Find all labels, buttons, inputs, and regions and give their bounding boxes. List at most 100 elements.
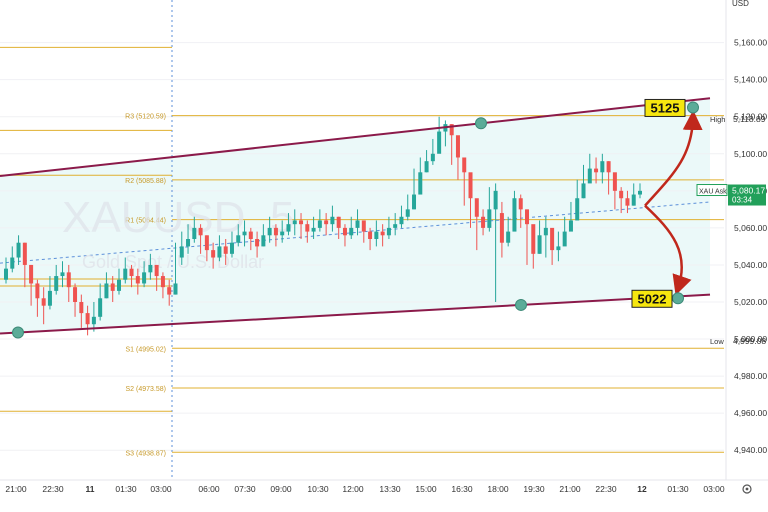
price-tick-label: 5,020.00 — [734, 297, 767, 307]
candle-body — [361, 220, 366, 232]
time-tick-label: 11 — [86, 484, 95, 494]
candle-body — [73, 287, 78, 302]
candle-body — [22, 242, 27, 265]
candle-body — [437, 131, 442, 154]
target-high-marker — [687, 101, 699, 114]
candle-body — [41, 298, 46, 306]
candle-body — [16, 242, 21, 258]
candle-body — [242, 231, 247, 236]
candle-body — [211, 250, 216, 258]
candle-body — [368, 231, 373, 239]
candle-body — [330, 216, 335, 225]
candle-body — [204, 235, 209, 251]
price-channel — [0, 97, 711, 339]
time-tick-label: 03:00 — [150, 484, 172, 494]
candle-body — [142, 272, 147, 284]
candle-body — [248, 231, 253, 239]
price-axis: USD 5,160.00 5,140.00 5,120.00 5,100.00 5,080… — [696, 0, 768, 507]
high-value: 5,118.89 — [733, 114, 766, 124]
candle-body — [47, 290, 52, 306]
candle-body — [29, 264, 34, 284]
candle-body — [418, 172, 423, 195]
candle-body — [575, 198, 580, 221]
candle-body — [342, 227, 347, 236]
price-tick-label: 5,160.00 — [734, 38, 767, 48]
candle-body — [606, 161, 611, 173]
price-tick-label: 5,060.00 — [734, 223, 767, 233]
candle-body — [556, 246, 561, 251]
candle-body — [305, 224, 310, 232]
high-label: High — [710, 115, 725, 124]
candle-body — [399, 216, 404, 225]
candle-body — [562, 231, 567, 247]
last-price-value: 5,080.17 — [732, 186, 765, 196]
candle-body — [217, 246, 222, 258]
candle-body — [625, 198, 630, 206]
candle-body — [98, 298, 103, 317]
price-tick-label: 5,120.00 — [734, 112, 767, 122]
candle-body — [568, 220, 573, 232]
time-tick-label: 06:00 — [198, 484, 220, 494]
pivot-level-label: S1 (4995.02) — [126, 346, 166, 353]
candle-body — [299, 220, 304, 225]
price-tick-label: 4,980.00 — [734, 371, 767, 381]
gear-icon-hub — [745, 487, 749, 491]
price-tick-label: 5,000.00 — [734, 334, 767, 344]
channel-lower-line — [0, 293, 711, 335]
candle-body — [581, 183, 586, 199]
candle-body — [412, 194, 417, 210]
target-low-text: 5022 — [638, 291, 667, 306]
low-label: Low — [710, 337, 724, 346]
low-value: 4,999.08 — [733, 336, 766, 346]
candle-body — [54, 276, 59, 291]
candle-body — [311, 227, 316, 232]
candle-body — [324, 220, 329, 225]
candle-body — [273, 227, 278, 236]
candle-body — [129, 268, 134, 277]
candle-body — [374, 231, 379, 239]
time-tick-label: 12 — [637, 484, 647, 494]
candle-body — [518, 198, 523, 210]
candle-body — [280, 231, 285, 236]
gear-icon[interactable] — [742, 484, 752, 494]
candle-body — [386, 227, 391, 236]
candle-body — [79, 301, 84, 314]
pivot-level-label: R3 (5120.59) — [125, 114, 166, 121]
candle-body — [66, 272, 71, 288]
target-low-box — [631, 289, 673, 308]
candle-body — [123, 268, 128, 280]
candle-body — [292, 220, 297, 225]
price-axis-bg — [726, 0, 768, 507]
candle-body — [512, 198, 517, 232]
price-source-label: XAU Ask — [699, 189, 727, 196]
candle-body — [594, 168, 599, 173]
candle-body — [229, 242, 234, 254]
candle-body — [267, 227, 272, 236]
price-tick-label: 5,040.00 — [734, 260, 767, 270]
candle-body — [104, 283, 109, 299]
pivot-level-label: R2 (5085.88) — [125, 178, 166, 185]
candle-body — [531, 224, 536, 254]
channel-touch-marker — [475, 117, 487, 130]
candle-body — [179, 246, 184, 258]
candle-body — [91, 316, 96, 325]
candle-body — [631, 194, 636, 206]
candle-body — [393, 224, 398, 228]
candle-body — [10, 257, 15, 269]
candle-body — [405, 209, 410, 217]
candle-body — [60, 272, 65, 277]
candle-body — [355, 220, 360, 228]
candle-body — [587, 168, 592, 184]
watermark-symbol: XAUUSD — [62, 193, 245, 242]
candle-body — [255, 239, 260, 247]
candle-body — [462, 157, 467, 173]
arrow-to-low-target — [644, 204, 692, 296]
target-high-box — [644, 98, 686, 117]
candlesticks — [4, 116, 642, 336]
candle-body — [167, 287, 172, 295]
channel-touch-marker — [12, 326, 24, 339]
time-tick-label: 18:00 — [487, 484, 509, 494]
candle-body — [612, 172, 617, 191]
